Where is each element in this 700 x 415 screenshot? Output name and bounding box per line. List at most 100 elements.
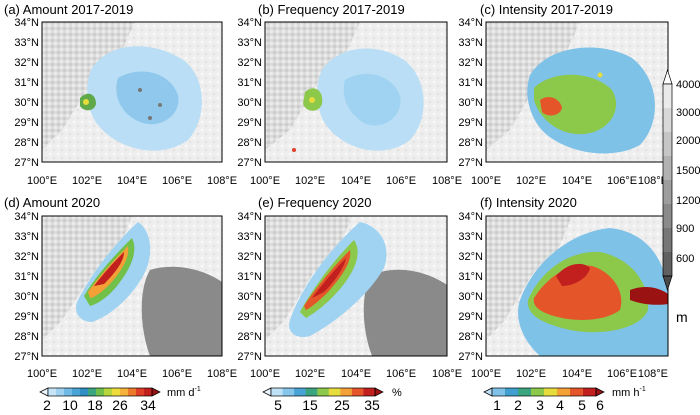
y-tick-label: 33°N [14,231,39,243]
colorbar-swatch [663,156,672,181]
panel-b: (b) Frequency 2017-2019 34°N 33°N 32°N 3… [237,2,462,187]
x-tick-label: 100°E [471,175,501,187]
colorbar-tick-label: 900 [676,223,694,235]
x-axis: 100°E 102°E 104°E 106°E 108°E [471,175,668,187]
colorbar-swatch [56,388,65,396]
colorbar-swatch [663,84,672,109]
panel-a: (a) Amount 2017-2019 34°N 33°N 32°N 31°N… [4,2,237,187]
plateau-terrain [265,216,352,340]
y-tick-label: 29°N [237,117,262,129]
y-tick-label: 32°N [237,251,262,263]
colorbar-swatch [351,388,364,396]
colorbar-swatch [88,388,97,396]
colorbar-tick-label: 4 [556,397,564,410]
y-tick-label: 27°N [458,351,483,363]
colorbar-tick-label: 6 [596,397,604,410]
y-tick-label: 28°N [237,331,262,343]
x-tick-label: 108°E [638,368,668,380]
colorbar-swatch [663,180,672,205]
colorbar-tick-label: 34 [140,397,156,410]
colorbar-swatch [48,388,57,396]
rain-peak [83,99,89,105]
rain-peak [597,72,603,78]
y-tick-label: 27°N [14,351,39,363]
y-tick-label: 33°N [237,37,262,49]
y-tick-label: 31°N [237,77,262,89]
colorbar-swatch [96,388,105,396]
x-tick-label: 102°E [295,368,325,380]
y-tick-label: 29°N [14,311,39,323]
y-tick-label: 27°N [14,157,39,169]
x-axis: 100°E 102°E 104°E 106°E 108°E [27,368,237,380]
colorbar-tick-label: 3 [536,397,544,410]
map-frame [41,215,223,357]
y-tick-label: 34°N [458,17,483,29]
colorbar-tick-label: 10 [62,397,78,410]
colorbar-tick-label: 5 [274,397,282,410]
colorbar-tick-label: 35 [364,397,380,410]
y-tick-label: 30°N [237,97,262,109]
x-tick-label: 102°E [72,175,102,187]
colorbar-swatch [128,388,137,396]
colorbar-tick-label: 1200 [676,195,700,207]
rain-zone-high [533,265,622,320]
map-frame [264,21,448,163]
colorbar-tick-label: 15 [302,397,318,410]
colorbar-frequency: 5 15 25 35% [262,387,402,413]
colorbar-swatch [120,388,129,396]
terrain-dot [148,116,152,120]
colorbar-swatch [583,388,597,396]
rain-zone-peak [556,263,590,286]
colorbar-swatch [557,388,571,396]
rain-zone-mid [343,73,401,126]
y-axis: 34°N 33°N 32°N 31°N 30°N 29°N 28°N 27°N [14,17,39,169]
colorbar-tick-label: 1500 [676,165,700,177]
colorbar-unit: mm d-1 [167,386,201,399]
colorbar-swatch [104,388,113,396]
x-tick-label: 106°E [162,368,192,380]
colorbar-swatch [136,388,145,396]
panel-title: (c) Intensity 2017-2019 [480,2,613,17]
y-tick-label: 29°N [237,311,262,323]
colorbar-swatch [282,388,295,396]
panel-e: (e) Frequency 2020 34°N 33°N 32°N 31°N 3… [237,195,462,380]
colorbar-tick-label: 18 [87,397,103,410]
rain-zone-mid [534,74,617,135]
panel-title: (f) Intensity 2020 [480,195,577,210]
panel-title: (b) Frequency 2017-2019 [258,2,405,17]
x-axis: 100°E 102°E 104°E 106°E 108°E [471,368,668,380]
rain-peak [292,148,296,152]
colorbar-frame [47,387,153,397]
colorbar-swatch [663,252,672,277]
x-tick-label: 104°E [562,175,592,187]
y-tick-label: 33°N [14,37,39,49]
colorbar-swatch [64,388,73,396]
panel-f: (f) Intensity 2020 34°N 33°N 32°N 31°N 3… [458,195,669,380]
terrain-dot [158,103,162,107]
y-tick-label: 32°N [458,251,483,263]
colorbar-swatch [294,388,306,396]
colorbar-swatch [340,388,353,396]
plateau-terrain [486,216,572,340]
x-tick-label: 104°E [117,175,147,187]
y-tick-label: 27°N [237,351,262,363]
colorbar-swatch [144,388,153,396]
y-tick-label: 33°N [458,231,483,243]
colorbar-frame [662,83,673,277]
y-tick-label: 31°N [237,271,262,283]
colorbar-end [39,387,49,397]
y-tick-label: 28°N [458,137,483,149]
colorbar-end [151,387,161,397]
y-axis: 34°N 33°N 32°N 31°N 30°N 29°N 28°N 27°N [237,211,262,363]
y-tick-label: 28°N [237,137,262,149]
colorbar-tick-label: 5 [578,397,586,410]
y-tick-label: 27°N [458,157,483,169]
colorbar-swatch [328,388,341,396]
colorbar-swatch [544,388,558,396]
y-tick-label: 30°N [14,97,39,109]
x-tick-label: 100°E [27,175,57,187]
y-tick-label: 34°N [237,211,262,223]
terrain-dark [141,266,222,356]
colorbar-end [595,387,605,397]
rain-zone-peak [312,258,346,298]
